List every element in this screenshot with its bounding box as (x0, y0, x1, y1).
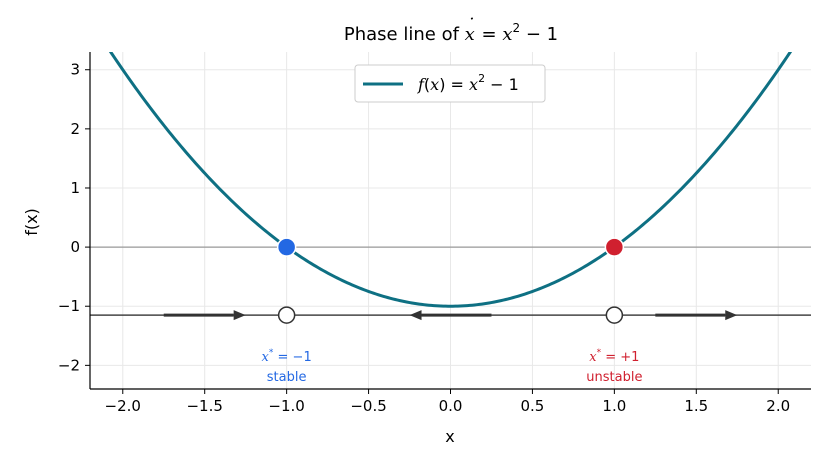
legend-entry-label: f(x) = x2 − 1 (417, 72, 519, 94)
x-tick-label: −0.5 (350, 397, 386, 415)
x-tick-label: 1.0 (602, 397, 626, 415)
tick-labels: −2.0 −1.5 −1.0 −0.5 0.0 0.5 1.0 1.5 2.0 −2 −1 0 1 2 3 (58, 61, 790, 415)
stable-equilibrium-label: x* = −1 (262, 348, 312, 365)
unstable-equilibrium-label: x* = +1 (589, 348, 639, 365)
x-tick-label: 0.5 (521, 397, 545, 415)
x-tick-label: −2.0 (105, 397, 141, 415)
x-tick-label: 0.0 (439, 397, 463, 415)
equilibrium-point-stable (276, 237, 297, 257)
y-tick-label: 2 (70, 120, 80, 138)
stable-word-label: stable (267, 370, 307, 385)
axes (85, 52, 811, 394)
y-tick-label: 3 (70, 61, 80, 79)
x-tick-label: 2.0 (766, 397, 790, 415)
flow-arrow-head (233, 310, 246, 321)
phase-line-marker-unstable (605, 306, 624, 324)
x-axis-label: x (445, 427, 454, 446)
grid-lines (90, 52, 811, 389)
equilibrium-annotations: x* = −1 stable x* = +1 unstable (262, 348, 643, 385)
chart-title: Phase line of x˙ = x2 − 1 (344, 15, 558, 45)
flow-arrow-head (725, 310, 738, 321)
x-tick-label: −1.5 (186, 397, 222, 415)
equilibrium-point-unstable (604, 237, 625, 257)
y-tick-label: −1 (58, 297, 80, 315)
y-tick-label: 1 (70, 179, 80, 197)
phase-line-marker-stable (277, 306, 296, 324)
x-tick-label: −1.0 (268, 397, 304, 415)
x-tick-label: 1.5 (684, 397, 708, 415)
plot-area (90, 52, 811, 324)
y-tick-label: −2 (58, 356, 80, 374)
legend: f(x) = x2 − 1 (354, 64, 546, 103)
flow-arrow-head (409, 310, 422, 321)
series-curve (108, 52, 793, 308)
unstable-word-label: unstable (586, 370, 642, 385)
y-tick-label: 0 (70, 238, 80, 256)
legend-box (354, 64, 546, 103)
y-axis-label: f(x) (22, 208, 41, 236)
